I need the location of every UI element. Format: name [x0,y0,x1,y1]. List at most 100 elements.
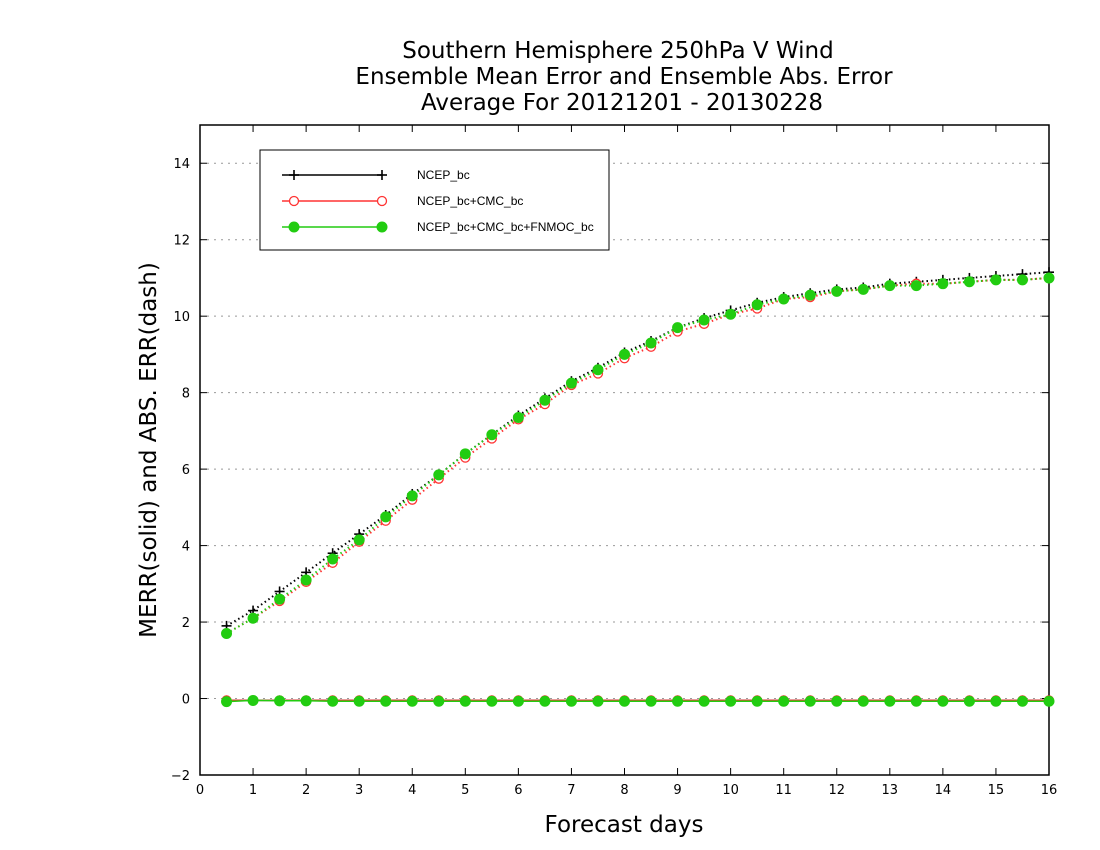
series-3-abs-error-point [725,308,737,320]
series-3-mean-error-point [486,695,498,707]
series-3-abs-error-point [592,364,604,376]
series-3-abs-error-point [672,322,684,334]
title-line-2: Ensemble Mean Error and Ensemble Abs. Er… [355,64,893,90]
x-tick-label: 3 [355,783,363,798]
x-tick-label: 10 [722,783,739,798]
legend-label-1: NCEP_bc [417,168,470,182]
series-3-mean-error-point [910,695,922,707]
series-3-mean-error-point [645,695,657,707]
series-3-mean-error-point [725,695,737,707]
series-3-mean-error-point [937,695,949,707]
series-1-abs-error-line [226,271,1050,627]
legend-marker-2 [288,195,300,207]
legend-marker-3 [376,221,388,233]
series-3-abs-error-point [619,348,630,360]
series-3-mean-error-point [963,695,975,707]
legend-marker-1 [289,170,299,180]
grid-lines [200,162,1049,776]
series-3-abs-error-point [406,490,418,502]
x-tick-label: 1 [249,783,257,798]
series-3-mean-error-point [565,695,577,707]
chart-title: Southern Hemisphere 250hPa V Wind Ensemb… [355,38,893,116]
x-tick-label: 13 [882,783,899,798]
series-3-mean-error-point [1016,695,1028,707]
x-tick-label: 16 [1041,783,1058,798]
series-3-abs-error-point [751,299,763,311]
series-3-abs-error-point [221,628,233,640]
series-3-mean-error-point [751,695,763,707]
y-axis-label: MERR(solid) and ABS. ERR(dash) [136,262,162,638]
series-3-mean-error-point [857,695,869,707]
y-tick-label: 6 [182,463,190,478]
series-3-mean-error-point [247,694,259,706]
series-3-mean-error-point [274,695,286,707]
legend-marker-1 [377,170,387,180]
x-tick-label: 9 [673,783,681,798]
series-3-mean-error-point [459,695,471,707]
title-line-1: Southern Hemisphere 250hPa V Wind [402,38,833,64]
series-3-abs-error-point [274,593,286,605]
series-3-mean-error-point [539,695,551,707]
series-3-abs-error-point [778,293,790,305]
series-3-mean-error-point [672,695,684,707]
legend-items: NCEP_bc NCEP_bc+CMC_bc NCEP_bc+CMC_bc+FNMO… [282,168,594,234]
series-3-mean-error-point [831,695,843,707]
series-3-abs-error-point [857,283,869,295]
y-tick-label: −2 [171,769,190,784]
series-3-abs-error-point [327,553,339,565]
series-3-mean-error-point [433,695,445,707]
series-3-mean-error-point [778,695,790,707]
x-tick-label: 5 [461,783,469,798]
y-tick-label: 14 [173,157,190,172]
series-3-abs-error-point [512,412,524,423]
y-tick-label: 12 [173,234,190,249]
x-tick-label: 11 [775,783,792,798]
series-3-mean-error-point [1043,695,1055,707]
y-tick-label: 4 [182,540,190,555]
x-tick-label: 15 [988,783,1005,798]
series-3-abs-error-point [884,280,896,292]
x-tick-label: 14 [935,783,952,798]
x-tick-label: 7 [567,783,575,798]
series-3-abs-error-point [990,274,1002,286]
series-3-abs-error-point [486,429,498,441]
title-line-3: Average For 20121201 - 20130228 [421,90,823,116]
legend-marker-2 [376,195,388,207]
series-3-abs-error-point [937,278,949,290]
series-3-mean-error-point [990,695,1002,707]
series-3-abs-error-point [963,276,975,288]
legend-box [259,149,610,251]
series-3-abs-error-point [459,448,471,460]
series-3-abs-error-point [300,574,312,586]
series-3-abs-error-point [433,469,445,481]
x-tick-label: 0 [196,783,204,798]
series-2-abs-error-line [226,276,1050,635]
series-3-abs-error-point [353,534,365,546]
series-3-abs-error-point [698,314,710,326]
series-3-mean-error-point [380,695,392,707]
series-3-mean-error-point [327,695,339,707]
series-3-abs-error-point [645,337,657,349]
series-3-abs-error-point [831,285,843,297]
series-3-abs-error-point [539,394,551,406]
series-3-mean-error-point [406,695,418,707]
series-3-mean-error-point [619,695,630,707]
x-tick-label: 8 [620,783,628,798]
x-tick-label: 4 [408,783,416,798]
x-tick-label: 6 [514,783,522,798]
series-3-abs-error-point [1043,272,1055,284]
series-3-abs-error-point [1016,274,1028,286]
series-3-mean-error-point [353,695,365,707]
series-3-mean-error-point [300,695,312,707]
legend-marker-3 [288,221,300,233]
series-3-mean-error-point [592,695,604,707]
series-3-abs-error-point [804,289,816,301]
y-tick-label: 2 [182,616,190,631]
series-3-mean-error-point [512,695,524,707]
series-layer [221,267,1055,708]
series-3-abs-error-point [565,377,577,389]
y-tick-label: 8 [182,387,190,402]
legend-label-2: NCEP_bc+CMC_bc [417,194,523,208]
